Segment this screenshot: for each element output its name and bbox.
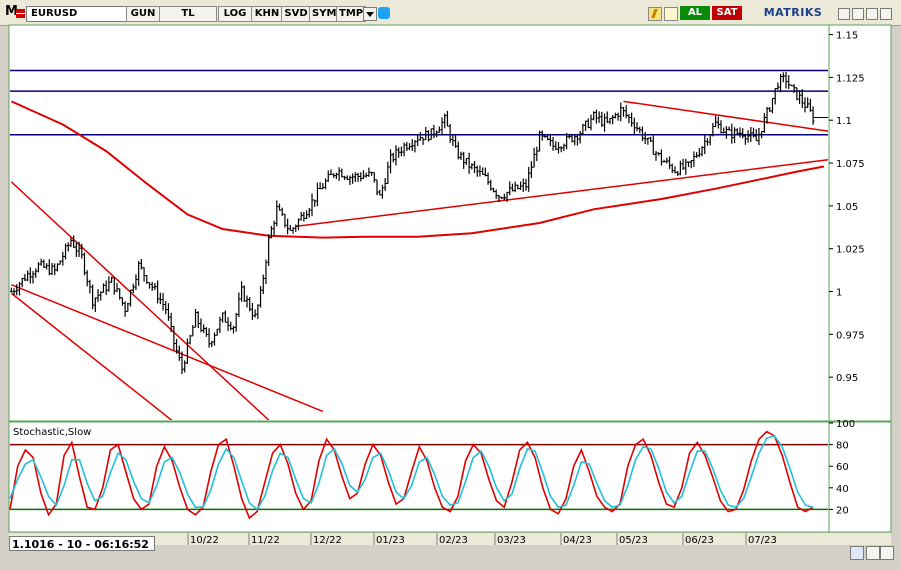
- stoch-tick-label: 100: [836, 419, 855, 430]
- refresh-icon[interactable]: [664, 7, 678, 21]
- sell-button[interactable]: SAT: [712, 6, 742, 20]
- time-tick-label: 06/23: [685, 535, 714, 545]
- price-tick-label: 0.95: [836, 373, 858, 384]
- price-axis: 1.15 1.125 1.1 1.075 1.05 1.025 1 0.975 0.95: [829, 31, 865, 384]
- dropdown-icon[interactable]: [363, 7, 377, 21]
- price-tick-label: 1.1: [836, 116, 852, 127]
- stochastic-d-line: [9, 435, 814, 511]
- restore-icon[interactable]: [852, 8, 864, 20]
- bolt-icon[interactable]: [648, 7, 662, 21]
- close-icon[interactable]: [880, 8, 892, 20]
- stochastic-title: Stochastic,Slow: [13, 427, 91, 438]
- time-tick-label: 07/23: [748, 535, 777, 545]
- stochastic-k-line: [9, 430, 814, 520]
- chart-canvas[interactable]: 1.15 1.125 1.1 1.075 1.05 1.025 1 0.975 0.95 Sto…: [0, 0, 901, 545]
- bird-icon[interactable]: [378, 7, 390, 19]
- time-tick-label: 01/23: [376, 535, 405, 545]
- price-tick-label: 1.125: [836, 73, 865, 84]
- app-logo: M: [5, 4, 18, 19]
- time-tick-label: 02/23: [439, 535, 468, 545]
- time-tick-label: 11/22: [251, 535, 280, 545]
- time-tick-label: 03/23: [497, 535, 526, 545]
- time-axis-band: [9, 533, 891, 545]
- sync-icon[interactable]: [850, 546, 864, 560]
- price-tick-label: 0.975: [836, 330, 865, 341]
- stochastic-plot: [9, 430, 828, 520]
- price-tick-label: 1.05: [836, 202, 858, 213]
- buy-button[interactable]: AL: [680, 6, 710, 20]
- time-tick-label: 04/23: [563, 535, 592, 545]
- trend-line: [295, 159, 828, 228]
- scroll-left-icon[interactable]: [866, 546, 880, 560]
- flag-icon: [16, 9, 25, 18]
- trend-line: [10, 181, 270, 420]
- price-tick-label: 1: [836, 288, 842, 299]
- stoch-tick-label: 60: [836, 462, 849, 473]
- price-panel: [8, 24, 892, 422]
- scroll-right-icon[interactable]: [880, 546, 894, 560]
- moving-average-line: [10, 100, 825, 239]
- price-plot: [10, 69, 828, 420]
- time-tick-label: 12/22: [313, 535, 342, 545]
- stoch-tick-label: 80: [836, 441, 849, 452]
- time-tick-label: 10/22: [190, 535, 219, 545]
- stoch-tick-label: 40: [836, 484, 849, 495]
- price-tick-label: 1.025: [836, 245, 865, 256]
- currency-tl-button[interactable]: TL: [159, 6, 217, 22]
- brand-logo: MATRIKS: [763, 6, 823, 19]
- price-bar: [811, 106, 815, 125]
- nav-buttons: [850, 546, 894, 560]
- stochastic-panel: [8, 421, 892, 533]
- sym-button[interactable]: SYM: [309, 6, 339, 22]
- toolbar: M EURUSD GUN TL LOG KHN SVD SYM TMP AL S…: [0, 0, 901, 26]
- price-tick-label: 1.075: [836, 159, 865, 170]
- symbol-field[interactable]: EURUSD: [26, 6, 128, 22]
- stoch-tick-label: 20: [836, 505, 849, 516]
- stochastic-axis: 100 80 60 40 20: [829, 419, 855, 516]
- trend-line: [10, 292, 173, 420]
- trend-line: [11, 283, 324, 413]
- price-tick-label: 1.15: [836, 31, 858, 42]
- trend-line: [623, 100, 828, 132]
- cursor-readout: 1.1016 - 10 - 06:16:52: [9, 536, 155, 551]
- minimize-icon[interactable]: [838, 8, 850, 20]
- time-axis: 10/22 11/22 12/22 01/23 02/23 03/23 04/23 05/23…: [187, 533, 777, 545]
- time-tick-label: 05/23: [619, 535, 648, 545]
- maximize-icon[interactable]: [866, 8, 878, 20]
